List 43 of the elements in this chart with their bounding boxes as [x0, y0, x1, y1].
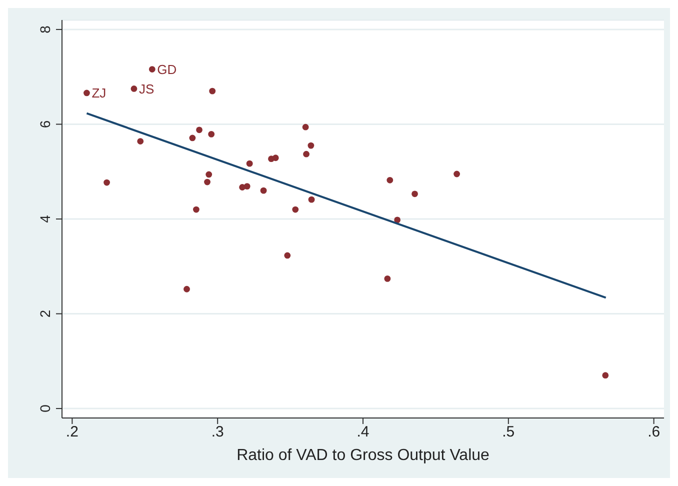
point	[244, 183, 250, 190]
point	[303, 150, 310, 158]
x-tick-label: .2	[66, 424, 78, 441]
point	[184, 286, 190, 292]
point	[454, 170, 460, 178]
annotation: JS	[138, 81, 154, 96]
annotation: GD	[157, 62, 177, 77]
x-tick-label: .5	[502, 424, 515, 441]
y-tick-label: 4	[37, 214, 53, 223]
point	[284, 252, 291, 259]
point	[148, 66, 156, 72]
y-tick-label: 6	[37, 120, 53, 128]
point	[189, 134, 196, 142]
point	[308, 196, 315, 203]
point	[104, 179, 110, 186]
y-tick-label: 0	[37, 404, 53, 412]
point	[196, 126, 202, 134]
point	[308, 142, 314, 149]
point	[602, 372, 609, 379]
point	[246, 160, 253, 167]
point	[208, 130, 215, 138]
x-tick-label: .4	[356, 424, 370, 441]
point	[84, 90, 90, 96]
point	[204, 178, 210, 186]
point	[292, 206, 299, 213]
point	[193, 206, 200, 213]
point	[394, 216, 401, 224]
point	[272, 154, 279, 162]
y-tick-label: 8	[37, 25, 53, 34]
x-tick-label: .6	[648, 424, 660, 441]
point	[412, 190, 418, 198]
point	[206, 171, 212, 178]
annotation: ZJ	[92, 86, 106, 101]
point	[130, 86, 138, 92]
point	[260, 187, 267, 194]
point	[386, 176, 394, 184]
point	[302, 124, 309, 130]
x-tick-label: .3	[211, 424, 224, 441]
y-tick-label: 2	[37, 310, 53, 318]
point	[209, 88, 216, 94]
point	[384, 276, 391, 282]
point	[137, 138, 144, 144]
x-axis-title: Ratio of VAD to Gross Output Value	[236, 447, 490, 464]
